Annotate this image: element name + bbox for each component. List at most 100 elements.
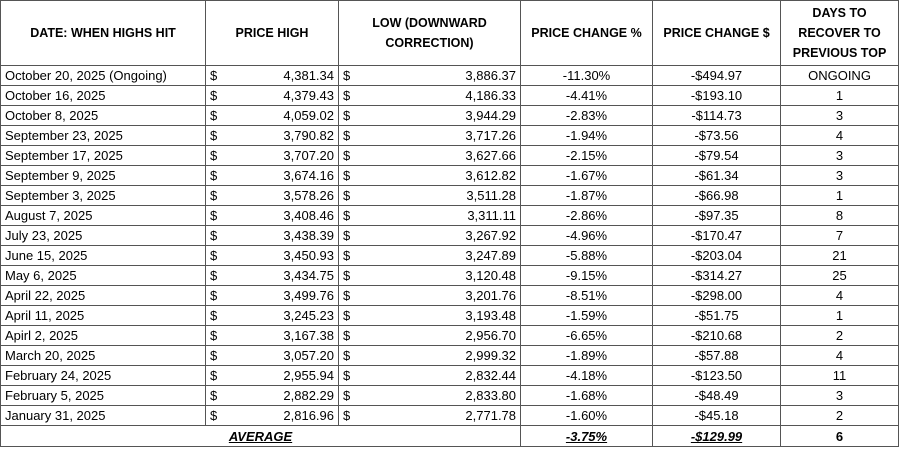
table-cell: -$494.97 [652, 65, 782, 86]
table-cell: 2,999.32 [360, 345, 522, 366]
table-cell: -$79.54 [652, 145, 782, 166]
table-cell: $ [338, 205, 361, 226]
table-cell: 1 [780, 185, 900, 206]
table-cell: $ [338, 405, 361, 426]
table-cell: $ [205, 305, 228, 326]
table-cell: $ [205, 65, 228, 86]
table-cell: 3 [780, 165, 900, 186]
table-cell: $ [338, 245, 361, 266]
table-cell: $ [205, 185, 228, 206]
header-cell: PRICE CHANGE $ [652, 0, 782, 66]
table-cell: -1.89% [520, 345, 654, 366]
table-row: February 24, 2025 $2,955.94 $2,832.44 -4.18… [0, 365, 900, 386]
table-cell: $ [338, 365, 361, 386]
table-cell: ONGOING [780, 65, 900, 86]
header-cell: LOW (DOWNWARD CORRECTION) [337, 0, 522, 66]
table-cell: $ [205, 245, 228, 266]
table-row: September 9, 2025 $3,674.16 $3,612.82 -1.67… [0, 165, 900, 186]
table-cell: $ [338, 105, 361, 126]
table-cell: 2,956.70 [360, 325, 522, 346]
table-cell: July 23, 2025 [0, 225, 206, 246]
table-cell: 3 [780, 385, 900, 406]
table-cell: $ [338, 165, 361, 186]
table-cell: 2,882.29 [227, 385, 339, 406]
table-cell: $ [205, 85, 228, 106]
header-cell: PRICE CHANGE % [520, 0, 654, 66]
table-cell: 8 [780, 205, 900, 226]
table-cell: 4 [780, 345, 900, 366]
header-cell: DAYS TO RECOVER TO PREVIOUS TOP [780, 0, 900, 66]
table-cell: 2,832.44 [360, 365, 522, 386]
table-cell: 4 [780, 285, 900, 306]
table-cell: May 6, 2025 [0, 265, 206, 286]
table-cell: 3,450.93 [227, 245, 339, 266]
table-cell: 21 [780, 245, 900, 266]
table-cell: -$66.98 [652, 185, 782, 206]
table-cell: 1 [780, 305, 900, 326]
table-cell: $ [205, 405, 228, 426]
table-cell: September 3, 2025 [0, 185, 206, 206]
table-cell: -11.30% [520, 65, 654, 86]
table-cell: 4,059.02 [227, 105, 339, 126]
table-cell: $ [205, 365, 228, 386]
table-cell: $ [205, 165, 228, 186]
table-cell: -$57.88 [652, 345, 782, 366]
table-cell: 3,886.37 [360, 65, 522, 86]
table-cell: January 31, 2025 [0, 405, 206, 426]
table-cell: 4,379.43 [227, 85, 339, 106]
table-cell: February 5, 2025 [0, 385, 206, 406]
table-cell: -$73.56 [652, 125, 782, 146]
table-body: October 20, 2025 (Ongoing) $4,381.34 $3,88… [0, 65, 900, 426]
table-cell: 3,717.26 [360, 125, 522, 146]
table-row: June 15, 2025 $3,450.93 $3,247.89 -5.88% -$2… [0, 245, 900, 266]
table-cell: -1.68% [520, 385, 654, 406]
table-cell: 3,627.66 [360, 145, 522, 166]
table-cell: 2,955.94 [227, 365, 339, 386]
table-cell: October 20, 2025 (Ongoing) [0, 65, 206, 86]
table-cell: $ [205, 125, 228, 146]
table-cell: 3,707.20 [227, 145, 339, 166]
table-cell: 3,499.76 [227, 285, 339, 306]
table-cell: August 7, 2025 [0, 205, 206, 226]
table-cell: -1.59% [520, 305, 654, 326]
table-cell: 3,267.92 [360, 225, 522, 246]
header-cell: PRICE HIGH [205, 0, 339, 66]
table-cell: -4.41% [520, 85, 654, 106]
table-cell: -$61.34 [652, 165, 782, 186]
table-cell: $ [205, 265, 228, 286]
table-row: August 7, 2025 $3,408.46 $3,311.11 -2.86% -$… [0, 205, 900, 226]
table-cell: 11 [780, 365, 900, 386]
footer-cell: -3.75% [520, 425, 654, 447]
table-cell: 2,833.80 [360, 385, 522, 406]
table-cell: February 24, 2025 [0, 365, 206, 386]
table-cell: $ [338, 85, 361, 106]
table-cell: June 15, 2025 [0, 245, 206, 266]
table-cell: -$51.75 [652, 305, 782, 326]
table-cell: 3,790.82 [227, 125, 339, 146]
table-cell: 4,186.33 [360, 85, 522, 106]
table-cell: 3,612.82 [360, 165, 522, 186]
table-cell: 3 [780, 145, 900, 166]
table-cell: -$45.18 [652, 405, 782, 426]
table-cell: Apirl 2, 2025 [0, 325, 206, 346]
table-cell: $ [338, 325, 361, 346]
table-cell: April 11, 2025 [0, 305, 206, 326]
price-table: DATE: WHEN HIGHS HIT PRICE HIGH LOW (DOWNW… [0, 0, 900, 447]
table-cell: -1.87% [520, 185, 654, 206]
table-cell: -4.96% [520, 225, 654, 246]
header-row: DATE: WHEN HIGHS HIT PRICE HIGH LOW (DOWNW… [0, 0, 900, 66]
table-cell: $ [205, 385, 228, 406]
table-cell: $ [205, 225, 228, 246]
table-cell: -$97.35 [652, 205, 782, 226]
table-cell: -$314.27 [652, 265, 782, 286]
table-cell: September 23, 2025 [0, 125, 206, 146]
table-row: January 31, 2025 $2,816.96 $2,771.78 -1.60%… [0, 405, 900, 426]
table-cell: -8.51% [520, 285, 654, 306]
table-row: July 23, 2025 $3,438.39 $3,267.92 -4.96% -$1… [0, 225, 900, 246]
table-cell: 1 [780, 85, 900, 106]
table-row: September 17, 2025 $3,707.20 $3,627.66 -2.1… [0, 145, 900, 166]
footer-cell: 6 [780, 425, 900, 447]
table-row: Apirl 2, 2025 $3,167.38 $2,956.70 -6.65% -$2… [0, 325, 900, 346]
table-cell: $ [338, 285, 361, 306]
table-cell: September 17, 2025 [0, 145, 206, 166]
